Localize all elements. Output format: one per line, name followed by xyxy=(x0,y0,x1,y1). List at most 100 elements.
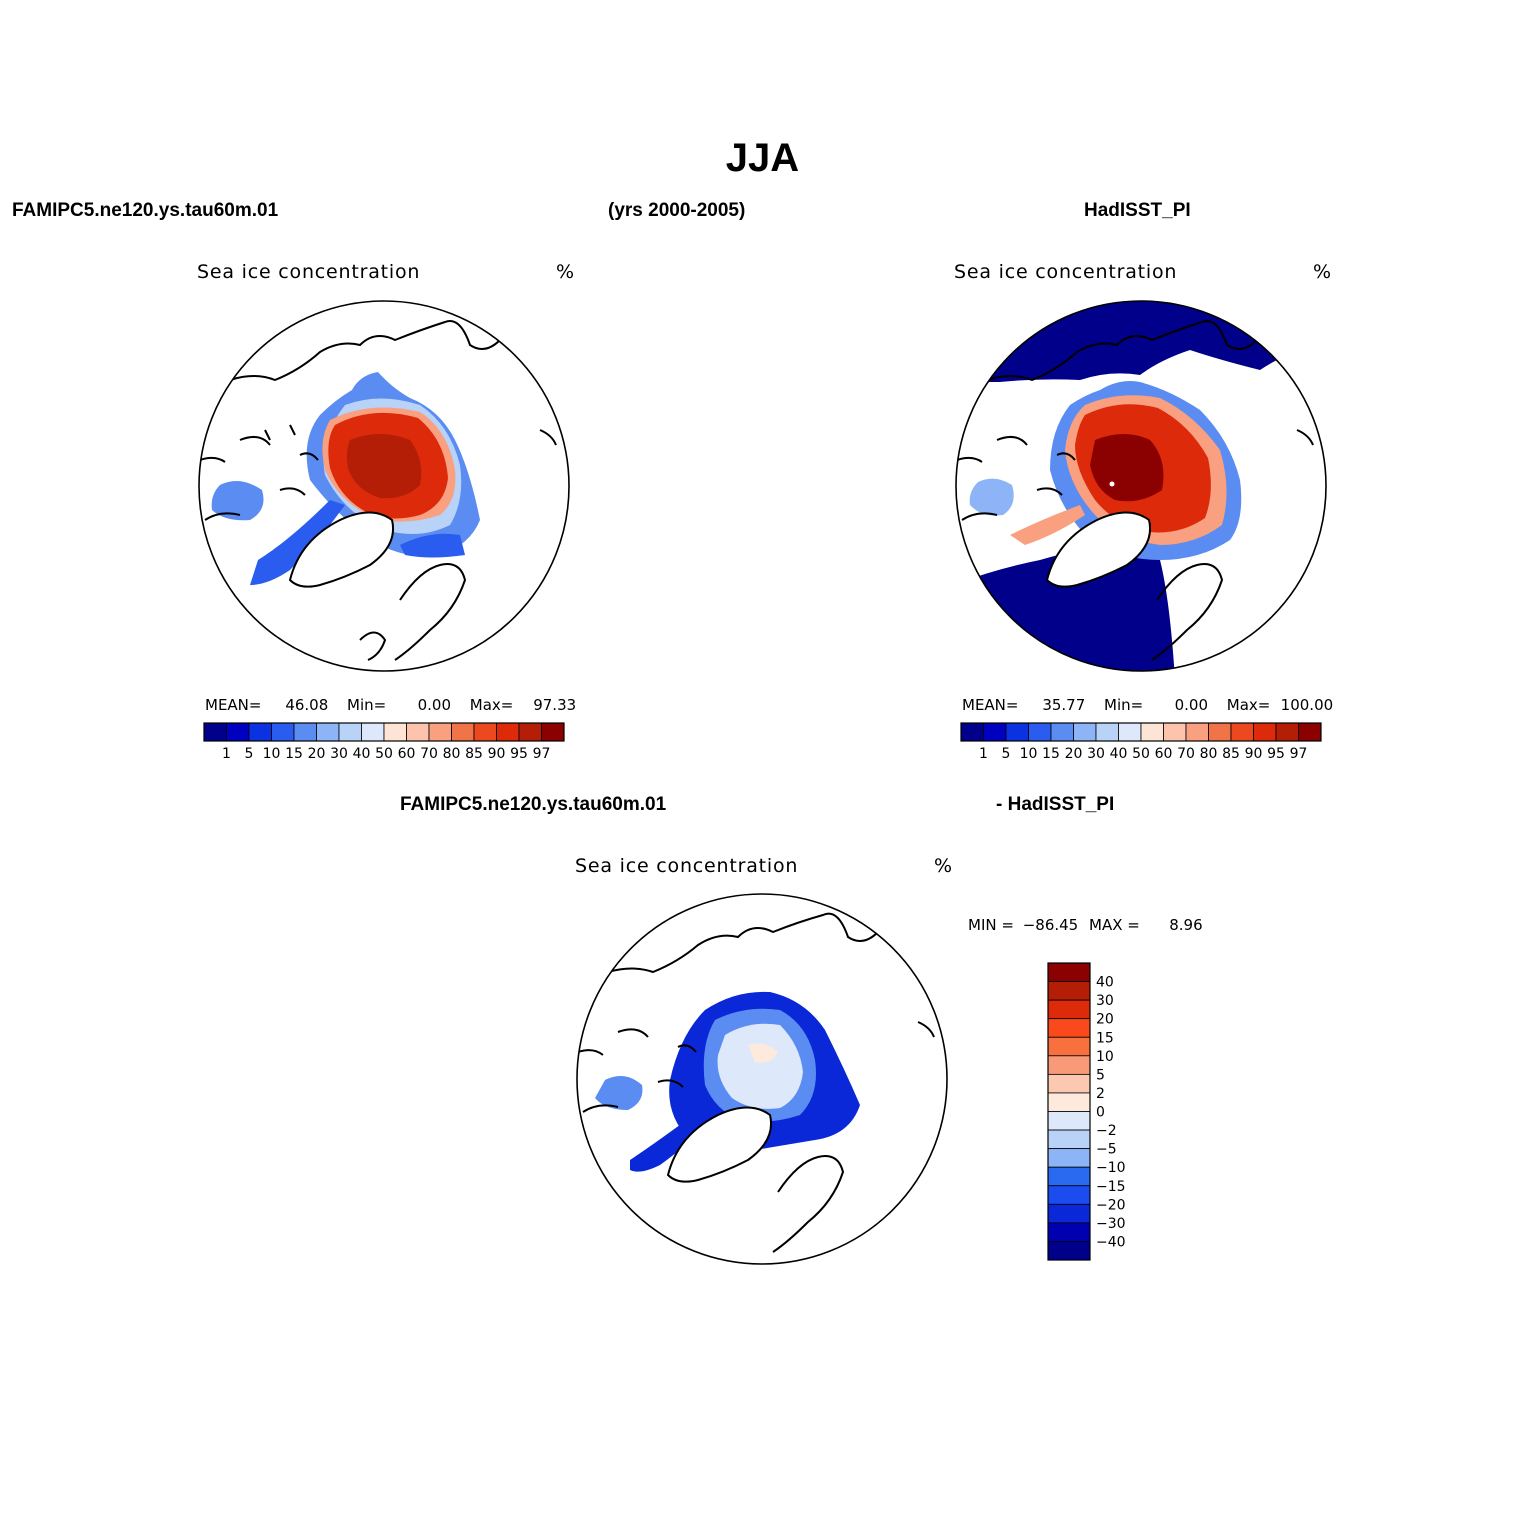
model-max-label: Max= xyxy=(469,696,514,714)
diff-colorbar-tick-label: −15 xyxy=(1096,1179,1126,1195)
model-colorbar-tick-label: 50 xyxy=(375,746,393,762)
obs-colorbar-swatch-14 xyxy=(1275,722,1299,742)
model-colorbar-tick-label: 97 xyxy=(533,746,551,762)
model-colorbar-swatch-1 xyxy=(226,722,250,742)
model-coast-europe xyxy=(359,563,467,661)
figure-title: JJA xyxy=(725,136,800,180)
obs-colorbar-tick-label: 70 xyxy=(1177,746,1195,762)
diff-min-label: MIN = xyxy=(968,916,1014,934)
model-colorbar-tick-label: 90 xyxy=(488,746,506,762)
diff-hudson xyxy=(595,1076,643,1110)
model-colorbar-tick-label: 30 xyxy=(330,746,348,762)
model-colorbar-swatch-2 xyxy=(248,722,272,742)
diff-baffin xyxy=(630,1110,720,1172)
obs-mean-value: 35.77 xyxy=(1042,696,1086,714)
diff-colorbar-swatch-11 xyxy=(1047,1166,1091,1187)
diff-colorbar-swatch-1 xyxy=(1047,981,1091,1001)
model-colorbar-swatch-10 xyxy=(428,722,452,742)
obs-ice-center xyxy=(1090,434,1164,502)
model-colorbar-tick-label: 60 xyxy=(398,746,416,762)
diff-colorbar-tick-label: 5 xyxy=(1096,1067,1105,1083)
obs-colorbar-tick-label: 1 xyxy=(979,746,988,762)
diff-colorbar-tick-label: −40 xyxy=(1096,1234,1126,1250)
model-colorbar-tick-label: 80 xyxy=(443,746,461,762)
diff-coast-europe xyxy=(772,1155,845,1253)
years-header: (yrs 2000-2005) xyxy=(608,200,746,221)
obs-colorbar-tick-label: 60 xyxy=(1155,746,1173,762)
obs-colorbar-swatch-10 xyxy=(1185,722,1209,742)
obs-colorbar-swatch-5 xyxy=(1073,722,1097,742)
obs-colorbar-swatch-3 xyxy=(1028,722,1052,742)
model-colorbar-tick-label: 85 xyxy=(465,746,483,762)
model-colorbar-swatch-8 xyxy=(383,722,407,742)
diff-colorbar-tick-label: −10 xyxy=(1096,1160,1126,1176)
obs-baffin-ice xyxy=(1010,505,1085,545)
model-panel-title: Sea ice concentration xyxy=(197,261,421,283)
diff-colorbar-swatch-8 xyxy=(1047,1111,1091,1131)
model-coast-islands xyxy=(264,424,557,496)
obs-colorbar-swatch-6 xyxy=(1095,722,1119,742)
obs-mean-label: MEAN= xyxy=(962,696,1019,714)
diff-colorbar-tick-label: 15 xyxy=(1096,1030,1114,1046)
model-hudson-ice xyxy=(211,481,264,521)
obs-colorbar-tick-label: 15 xyxy=(1042,746,1060,762)
model-colorbar-swatch-7 xyxy=(361,722,385,742)
diff-colorbar-frame xyxy=(1047,962,1091,1261)
model-map xyxy=(198,300,570,672)
model-stats: MEAN= 46.08 Min= 0.00 Max= 97.33 xyxy=(205,696,576,714)
obs-colorbar-swatch-1 xyxy=(983,722,1007,742)
obs-colorbar-tick-label: 50 xyxy=(1132,746,1150,762)
obs-coast-islands xyxy=(1036,429,1314,496)
model-greenland xyxy=(288,511,394,588)
model-colorbar-tick-label: 10 xyxy=(263,746,281,762)
model-mean-value: 46.08 xyxy=(285,696,329,714)
obs-panel-title: Sea ice concentration xyxy=(954,261,1178,283)
model-colorbar-swatch-15 xyxy=(541,722,565,742)
obs-colorbar-swatch-2 xyxy=(1005,722,1029,742)
model-barents-ice xyxy=(400,533,465,558)
diff-inner-neg xyxy=(717,1023,803,1109)
diff-colorbar-swatch-13 xyxy=(1047,1203,1091,1224)
obs-colorbar-swatch-7 xyxy=(1118,722,1142,742)
diff-colorbar-swatch-3 xyxy=(1047,1018,1091,1038)
obs-panel-units: % xyxy=(1313,261,1332,283)
diff-right-header: - HadISST_PI xyxy=(996,794,1115,815)
diff-coast-islands xyxy=(657,1021,935,1088)
obs-min-value: 0.00 xyxy=(1174,696,1209,714)
model-colorbar-swatch-14 xyxy=(518,722,542,742)
obs-colorbar-tick-label: 97 xyxy=(1290,746,1308,762)
diff-colorbar-swatch-15 xyxy=(1047,1241,1091,1261)
obs-max-label: Max= xyxy=(1226,696,1271,714)
obs-coast-alaska xyxy=(956,435,1028,521)
obs-hudson-ice xyxy=(969,478,1014,516)
obs-colorbar-tick-label: 80 xyxy=(1200,746,1218,762)
diff-colorbar-swatch-0 xyxy=(1047,962,1091,982)
obs-colorbar-swatch-12 xyxy=(1230,722,1254,742)
obs-coast-russia xyxy=(986,320,1258,382)
obs-colorbar-swatch-8 xyxy=(1140,722,1164,742)
obs-colorbar-swatch-4 xyxy=(1050,722,1074,742)
model-colorbar-swatch-5 xyxy=(316,722,340,742)
model-colorbar-swatch-0 xyxy=(203,722,227,742)
diff-colorbar-swatch-2 xyxy=(1047,999,1091,1020)
obs-colorbar-tick-label: 5 xyxy=(1002,746,1011,762)
model-colorbar-swatch-9 xyxy=(406,722,430,742)
obs-colorbar: 1 5 10 15 20 30 40 50 60 70 80 85 90 95 97 xyxy=(960,722,1322,762)
diff-colorbar-tick-label: −5 xyxy=(1096,1142,1117,1158)
model-colorbar-swatch-11 xyxy=(451,722,475,742)
obs-colorbar-tick-label: 95 xyxy=(1267,746,1285,762)
diff-colorbar-swatch-4 xyxy=(1047,1036,1091,1057)
model-min-label: Min= xyxy=(347,696,387,714)
diff-colorbar-swatch-12 xyxy=(1047,1185,1091,1205)
obs-colorbar-tick-label: 90 xyxy=(1245,746,1263,762)
diff-panel-title: Sea ice concentration xyxy=(575,855,799,877)
left-model-header: FAMIPC5.ne120.ys.tau60m.01 xyxy=(12,200,279,221)
model-colorbar-tick-label: 15 xyxy=(285,746,303,762)
obs-colorbar-swatch-0 xyxy=(960,722,984,742)
model-colorbar-tick-label: 20 xyxy=(308,746,326,762)
diff-pos-patch xyxy=(748,1043,778,1063)
obs-colorbar-swatch-13 xyxy=(1253,722,1277,742)
model-colorbar-swatch-13 xyxy=(496,722,520,742)
diff-colorbar-swatch-14 xyxy=(1047,1222,1091,1242)
